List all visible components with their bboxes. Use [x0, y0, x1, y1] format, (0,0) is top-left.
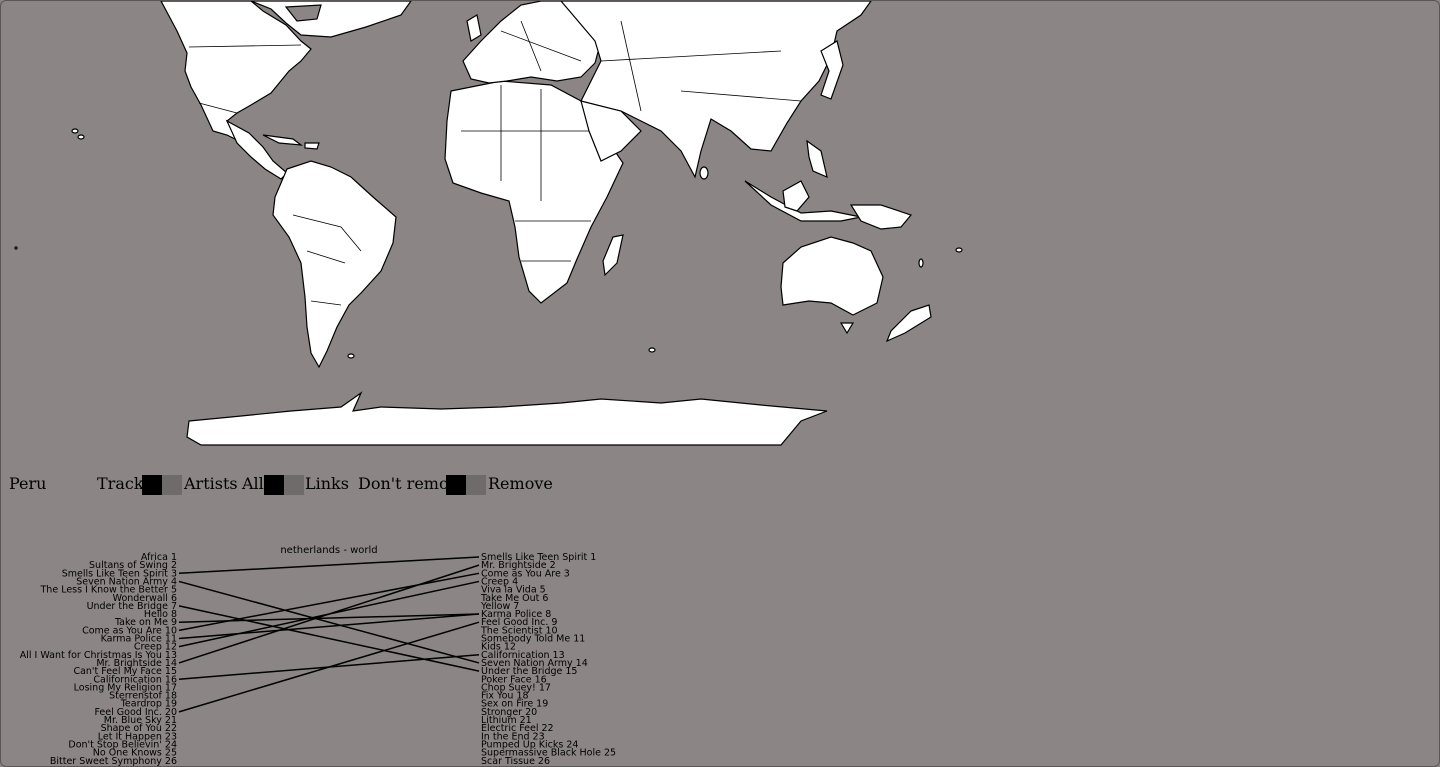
- rank-link: [178, 572, 480, 632]
- left-list-item[interactable]: All I Want for Christmas Is You 13: [20, 650, 177, 661]
- rank-link: [178, 556, 480, 575]
- country-australia[interactable]: [780, 236, 884, 316]
- country-new-guinea[interactable]: [849, 204, 913, 230]
- right-list-item[interactable]: Mr. Brightside 2: [481, 560, 556, 571]
- right-list-item[interactable]: Under the Bridge 15: [481, 666, 577, 677]
- right-list-item[interactable]: Viva la Vida 5: [481, 585, 546, 596]
- left-list-item[interactable]: Feel Good Inc. 20: [94, 707, 177, 718]
- country-antarctica[interactable]: [186, 391, 828, 446]
- toggle-track: [284, 475, 304, 495]
- right-list-item[interactable]: Chop Suey! 17: [481, 682, 551, 693]
- rank-link: [178, 580, 480, 664]
- country-arabia[interactable]: [580, 100, 642, 162]
- control-bar: Peru Tracks Artists All Links Don't remo…: [1, 471, 701, 501]
- right-list-item[interactable]: Come as You Are 3: [481, 568, 570, 579]
- left-list-item[interactable]: Bitter Sweet Symphony 26: [50, 756, 177, 767]
- country-japan[interactable]: [820, 40, 844, 100]
- all-links-toggle[interactable]: [264, 475, 304, 495]
- remove-label: Remove: [488, 474, 553, 493]
- right-list-item[interactable]: Kids 12: [481, 642, 516, 653]
- left-list-item[interactable]: Losing My Religion 17: [74, 682, 177, 693]
- left-list-item[interactable]: Don't Stop Believin' 24: [68, 739, 177, 750]
- toggle-track: [162, 475, 182, 495]
- right-list-item[interactable]: Poker Face 16: [481, 674, 547, 685]
- left-list-item[interactable]: Shape of You 22: [101, 723, 177, 734]
- right-list-item[interactable]: The Scientist 10: [480, 625, 558, 636]
- right-list-item[interactable]: Yellow 7: [480, 601, 519, 612]
- left-list-item[interactable]: Africa 1: [141, 552, 177, 563]
- toggle-knob: [446, 475, 466, 495]
- left-list-item[interactable]: Mr. Blue Sky 21: [104, 715, 177, 726]
- toggle-knob: [264, 475, 284, 495]
- country-philippines[interactable]: [806, 139, 828, 179]
- toggle-knob: [142, 475, 162, 495]
- right-list-item[interactable]: Feel Good Inc. 9: [481, 617, 557, 628]
- selected-country-label: Peru: [9, 474, 47, 493]
- left-list-item[interactable]: Sterrenstof 18: [109, 691, 177, 702]
- country-cuba[interactable]: [262, 134, 304, 146]
- country-sri-lanka[interactable]: [699, 166, 709, 180]
- country-central-america[interactable]: [225, 119, 288, 180]
- country-borneo[interactable]: [782, 180, 810, 212]
- right-list-item[interactable]: Supermassive Black Hole 25: [481, 748, 616, 759]
- country-tasmania[interactable]: [839, 322, 855, 335]
- right-list-item[interactable]: Creep 4: [481, 576, 518, 587]
- right-list-item[interactable]: Seven Nation Army 14: [481, 658, 588, 669]
- right-list-item[interactable]: Smells Like Teen Spirit 1: [481, 552, 596, 563]
- country-madagascar[interactable]: [602, 234, 624, 277]
- country-south-america[interactable]: [272, 160, 397, 369]
- left-list-item[interactable]: Hello 8: [144, 609, 177, 620]
- left-list-item[interactable]: The Less I Know the Better 5: [40, 585, 178, 596]
- left-list-item[interactable]: Sultans of Swing 2: [89, 560, 177, 571]
- world-map[interactable]: [1, 1, 981, 451]
- link-lines: [178, 556, 480, 713]
- right-list-item[interactable]: Somebody Told Me 11: [481, 634, 585, 645]
- country-uk[interactable]: [466, 14, 482, 42]
- right-list-item[interactable]: Scar Tissue 26: [481, 756, 550, 767]
- all-label: All: [242, 474, 264, 493]
- right-list-item[interactable]: Pumped Up Kicks 24: [481, 739, 578, 750]
- left-list-item[interactable]: Smells Like Teen Spirit 3: [62, 568, 177, 579]
- rank-link: [178, 605, 480, 672]
- left-list-item[interactable]: Wonderwall 6: [113, 593, 177, 604]
- rank-link: [178, 613, 480, 640]
- right-list-item[interactable]: Stronger 20: [481, 707, 537, 718]
- right-ranking-list: Smells Like Teen Spirit 1Mr. Brightside …: [480, 552, 616, 767]
- right-list-item[interactable]: Lithium 21: [481, 715, 532, 726]
- right-list-item[interactable]: In the End 23: [481, 731, 545, 742]
- left-list-item[interactable]: Under the Bridge 7: [87, 601, 177, 612]
- right-list-item[interactable]: Fix You 18: [481, 691, 529, 702]
- links-label: Links: [305, 474, 349, 493]
- dont-remove-label: Don't remove: [358, 474, 468, 493]
- toggle-track: [466, 475, 486, 495]
- right-list-item[interactable]: Karma Police 8: [481, 609, 551, 620]
- tracks-artists-toggle[interactable]: [142, 475, 182, 495]
- rank-link: [178, 621, 480, 713]
- left-list-item[interactable]: Californication 16: [93, 674, 177, 685]
- left-list-item[interactable]: Take on Me 9: [114, 617, 177, 628]
- left-list-item[interactable]: Can't Feel My Face 15: [73, 666, 177, 677]
- artists-label: Artists: [184, 474, 238, 493]
- rank-link: [178, 564, 480, 664]
- left-list-item[interactable]: Teardrop 19: [120, 699, 177, 710]
- right-list-item[interactable]: Take Me Out 6: [480, 593, 548, 604]
- left-list-item[interactable]: Seven Nation Army 4: [76, 576, 177, 587]
- left-list-item[interactable]: Creep 12: [134, 642, 177, 653]
- left-list-item[interactable]: Come as You Are 10: [82, 625, 177, 636]
- left-list-item[interactable]: Mr. Brightside 14: [96, 658, 177, 669]
- tracks-label: Tracks: [97, 474, 152, 493]
- right-list-item[interactable]: Sex on Fire 19: [481, 699, 548, 710]
- remove-toggle[interactable]: [446, 475, 486, 495]
- left-list-item[interactable]: Let It Happen 23: [98, 731, 177, 742]
- country-new-zealand[interactable]: [885, 304, 932, 343]
- right-list-item[interactable]: Electric Feel 22: [481, 723, 554, 734]
- left-list-item[interactable]: No One Knows 25: [93, 748, 177, 759]
- comparison-title: netherlands - world: [280, 545, 377, 556]
- left-list-item[interactable]: Karma Police 11: [101, 634, 177, 645]
- right-list-item[interactable]: Californication 13: [481, 650, 565, 661]
- country-hispaniola[interactable]: [304, 142, 320, 150]
